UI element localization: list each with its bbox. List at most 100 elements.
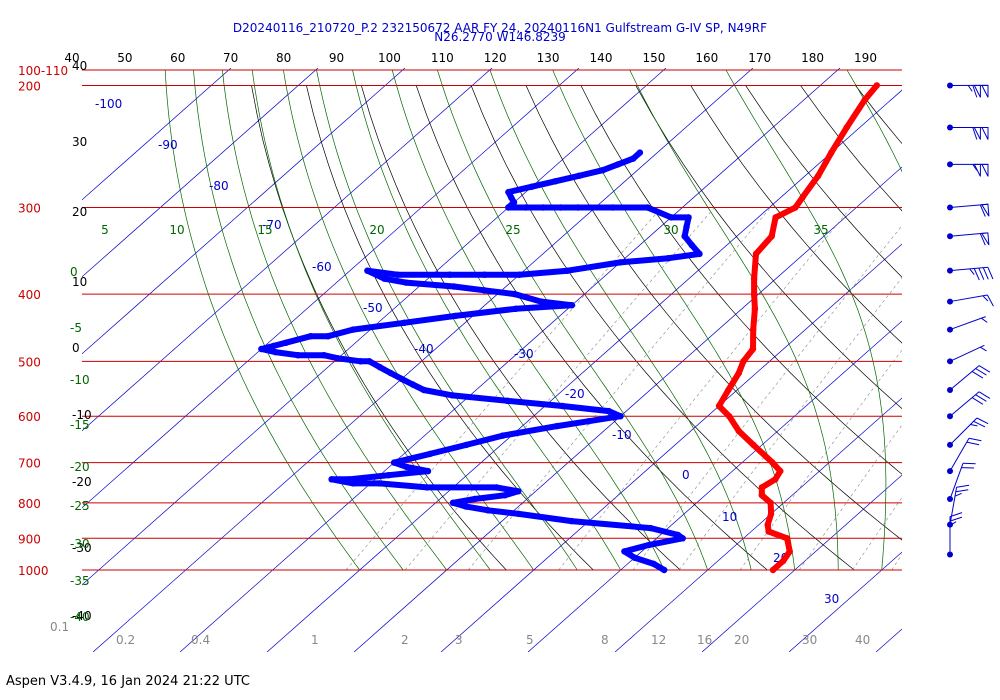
moist-adiabat-left-label: -40 [70, 610, 90, 624]
wind-barb-pennant [980, 232, 990, 246]
wind-barb-staff [949, 391, 980, 417]
temperature-trace-segment [753, 233, 775, 257]
dewpoint-trace-segment [617, 255, 672, 266]
wind-barb-feather [967, 85, 973, 92]
top-scale-label: 90 [329, 51, 344, 65]
wind-barb [947, 316, 988, 333]
dewpoint-trace-segment [554, 418, 592, 430]
dewpoint-trace-segment [564, 259, 624, 274]
dewpoint-trace-segment [334, 355, 364, 365]
moist-adiabat-line [251, 69, 491, 571]
temperature-trace-segment [799, 172, 822, 201]
isotherm-line [353, 166, 902, 652]
dewpoint-trace-segment [463, 503, 492, 514]
moist-adiabat-label: 5 [101, 223, 109, 237]
top-scale-label: 60 [170, 51, 185, 65]
isotherm-label: -50 [363, 301, 383, 315]
isobar-lines [82, 69, 902, 571]
moist-adiabat-left-label: 0 [70, 265, 78, 279]
dewpoint-trace-segment [499, 423, 561, 439]
pressure-label: 1000 [18, 564, 49, 578]
moist-adiabat-label: 30 [663, 223, 678, 237]
top-scale-label: 140 [590, 51, 613, 65]
dewpoint-trace-segment [647, 525, 681, 538]
wind-barb [947, 232, 990, 246]
wind-barb-feather [980, 346, 987, 352]
moist-adiabat-left-label: -20 [70, 460, 90, 474]
mixing-ratio-line [632, 225, 902, 571]
dewpoint-trace-segment [515, 510, 575, 525]
mixing-ratio-line [467, 207, 771, 571]
temperature-trace-segment [843, 97, 868, 131]
wind-barb-feather [982, 267, 989, 280]
wind-barb-feather [971, 370, 984, 379]
moist-adiabat-line [283, 69, 534, 571]
moist-adiabat-line [164, 69, 360, 571]
mixing-ratio-label: 0.4 [191, 633, 210, 647]
left-scale-label: 0 [72, 341, 80, 355]
mixing-ratio-label: 20 [734, 633, 749, 647]
wind-barb-feather [973, 268, 980, 281]
dewpoint-trace-segment [385, 468, 431, 479]
dewpoint-trace-segment [391, 450, 433, 466]
isotherm-label: -70 [262, 218, 282, 232]
moist-adiabat-line [222, 69, 447, 571]
mixing-ratio-line [404, 207, 715, 571]
isotherm-line [963, 68, 1000, 652]
moist-adiabat-line [725, 69, 887, 571]
dewpoint-point [661, 566, 668, 574]
wind-barb-staff [949, 417, 978, 446]
mixing-ratio-label: 2 [401, 633, 409, 647]
dewpoint-trace-segment [511, 291, 545, 305]
moist-adiabat-label: 20 [369, 223, 384, 237]
temperature-trace-segment [735, 427, 757, 448]
chart-title-line-1: D20240116_210720_P.2 232150672 AAR FY 24… [232, 21, 768, 35]
left-scale-label: -30 [72, 541, 92, 555]
pressure-label: 200 [18, 79, 41, 93]
mixing-ratio-line [739, 349, 902, 571]
wind-barb-staff [949, 487, 958, 525]
temperature-trace-segment [725, 370, 742, 393]
dewpoint-trace-segment [516, 267, 571, 278]
software-version-footer: Aspen V3.4.9, 16 Jan 2024 21:22 UTC [6, 674, 250, 689]
wind-barb-feather [949, 516, 963, 522]
dewpoint-trace-segment [427, 441, 470, 457]
mixing-ratio-label: 0.2 [116, 633, 135, 647]
isotherm-line [82, 68, 232, 201]
temperature-trace-segment [828, 124, 850, 156]
dewpoint-trace-segment [646, 535, 686, 548]
top-scale-label: 190 [854, 51, 877, 65]
dewpoint-trace-segment [504, 397, 566, 409]
wind-barb-feather [981, 317, 988, 323]
wind-barb-feather [978, 267, 985, 280]
pressure-label: 900 [18, 532, 41, 546]
dewpoint-trace-segment [485, 507, 522, 517]
wind-barb-feather [975, 394, 987, 402]
temperature-trace-segment [772, 204, 799, 221]
dewpoint-trace-segment [450, 283, 488, 294]
mixing-ratio-label: 1 [311, 633, 319, 647]
moist-adiabat-line [489, 69, 752, 571]
wind-barb-feather [978, 391, 991, 399]
dewpoint-trace-segment [463, 432, 506, 448]
top-scale-label: 170 [748, 51, 771, 65]
moist-adiabat-line [437, 69, 709, 571]
temperature-trace-segment [768, 214, 779, 240]
wind-barb-staff [949, 344, 985, 362]
wind-barb-staff [949, 463, 964, 500]
dewpoint-trace-segment [471, 492, 509, 502]
wind-barb [947, 82, 989, 98]
pressure-label: 800 [18, 497, 41, 511]
mixing-ratio-label: 16 [697, 633, 712, 647]
moist-adiabat-line [316, 69, 578, 571]
mixing-ratio-line [923, 208, 1000, 571]
wind-barb-feather [966, 441, 980, 446]
left-scale-label: -20 [72, 475, 92, 489]
temperature-trace-segment [751, 250, 759, 282]
dewpoint-trace-segment [350, 319, 408, 333]
dewpoint-trace-segment [452, 305, 519, 319]
wind-barb [947, 294, 994, 307]
left-scale-label: 40 [72, 59, 87, 73]
